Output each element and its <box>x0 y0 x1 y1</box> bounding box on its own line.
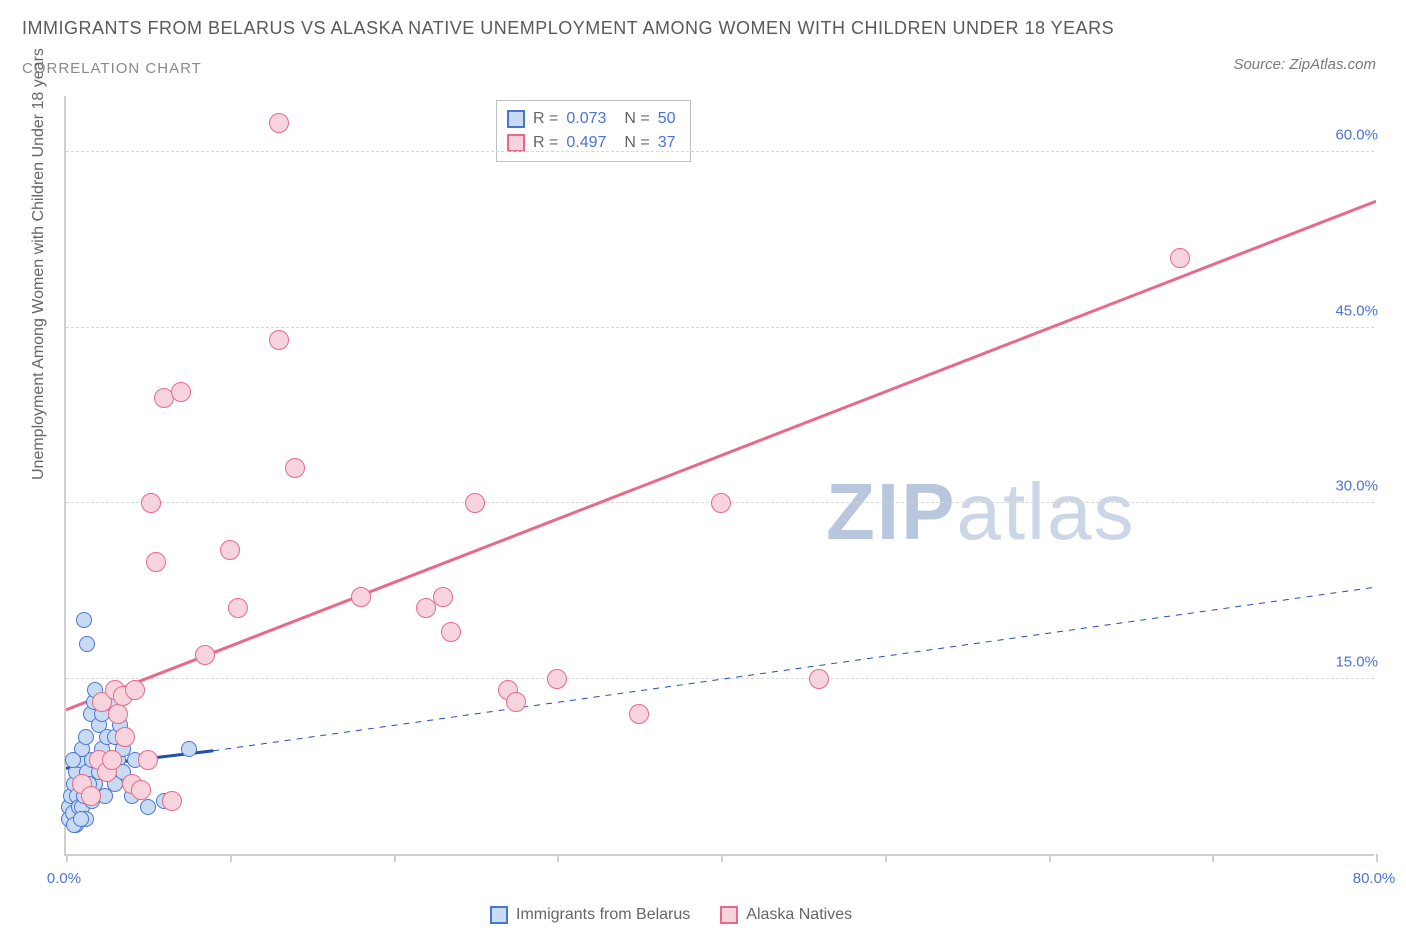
data-point-alaska <box>506 692 526 712</box>
data-point-alaska <box>162 791 182 811</box>
data-point-belarus <box>79 636 95 652</box>
data-point-alaska <box>125 680 145 700</box>
y-tick-label: 15.0% <box>1329 653 1378 670</box>
data-point-alaska <box>228 598 248 618</box>
swatch-icon <box>720 906 738 924</box>
data-point-alaska <box>1170 248 1190 268</box>
data-point-belarus <box>65 752 81 768</box>
data-point-alaska <box>711 493 731 513</box>
swatch-icon <box>507 134 525 152</box>
chart-title: IMMIGRANTS FROM BELARUS VS ALASKA NATIVE… <box>22 18 1114 39</box>
data-point-belarus <box>73 811 89 827</box>
data-point-alaska <box>465 493 485 513</box>
x-tick <box>1049 854 1051 862</box>
legend-item: Immigrants from Belarus <box>490 906 690 924</box>
swatch-icon <box>490 906 508 924</box>
legend-item: Alaska Natives <box>720 906 852 924</box>
trend-lines <box>66 96 1376 856</box>
data-point-belarus <box>140 799 156 815</box>
stat-n-label: N = <box>624 107 649 131</box>
stat-r-label: R = <box>533 107 558 131</box>
data-point-alaska <box>138 750 158 770</box>
stat-r-value: 0.073 <box>566 107 606 131</box>
data-point-alaska <box>146 552 166 572</box>
data-point-belarus <box>78 729 94 745</box>
gridline <box>66 678 1374 679</box>
data-point-belarus <box>76 612 92 628</box>
data-point-alaska <box>108 704 128 724</box>
y-tick-label: 30.0% <box>1329 478 1378 495</box>
data-point-alaska <box>141 493 161 513</box>
data-point-alaska <box>171 382 191 402</box>
x-tick <box>721 854 723 862</box>
swatch-icon <box>507 110 525 128</box>
x-tick <box>230 854 232 862</box>
legend-label: Alaska Natives <box>746 906 852 924</box>
chart-subtitle: CORRELATION CHART <box>22 60 202 77</box>
data-point-alaska <box>269 113 289 133</box>
x-tick <box>557 854 559 862</box>
data-point-alaska <box>195 645 215 665</box>
gridline <box>66 327 1374 328</box>
source-label: Source: ZipAtlas.com <box>1233 56 1376 73</box>
data-point-alaska <box>220 540 240 560</box>
data-point-alaska <box>441 622 461 642</box>
stats-box: R = 0.073N = 50R = 0.497N = 37 <box>496 100 691 162</box>
data-point-alaska <box>629 704 649 724</box>
legend: Immigrants from Belarus Alaska Natives <box>490 906 852 924</box>
data-point-belarus <box>181 741 197 757</box>
x-tick <box>885 854 887 862</box>
stat-n-value: 50 <box>658 107 676 131</box>
y-tick-label: 60.0% <box>1329 127 1378 144</box>
data-point-alaska <box>102 750 122 770</box>
data-point-alaska <box>131 780 151 800</box>
x-tick <box>1376 854 1378 862</box>
scatter-plot: ZIPatlas R = 0.073N = 50R = 0.497N = 37 … <box>64 96 1374 856</box>
data-point-alaska <box>433 587 453 607</box>
y-axis-label: Unemployment Among Women with Children U… <box>30 48 48 480</box>
legend-label: Immigrants from Belarus <box>516 906 690 924</box>
data-point-alaska <box>269 330 289 350</box>
x-tick <box>66 854 68 862</box>
data-point-alaska <box>285 458 305 478</box>
data-point-alaska <box>351 587 371 607</box>
x-tick-label: 80.0% <box>1353 870 1396 887</box>
data-point-alaska <box>547 669 567 689</box>
y-tick-label: 45.0% <box>1329 302 1378 319</box>
x-tick <box>1212 854 1214 862</box>
data-point-alaska <box>115 727 135 747</box>
data-point-alaska <box>809 669 829 689</box>
watermark: ZIPatlas <box>826 466 1135 558</box>
gridline <box>66 151 1374 152</box>
x-tick <box>394 854 396 862</box>
x-tick-label: 0.0% <box>47 870 81 887</box>
data-point-alaska <box>81 786 101 806</box>
stats-row-belarus: R = 0.073 N = 50 <box>507 107 676 131</box>
